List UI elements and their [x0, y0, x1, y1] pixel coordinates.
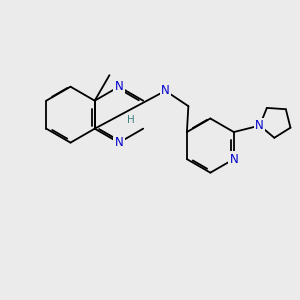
Text: N: N	[115, 80, 123, 93]
Text: N: N	[230, 153, 238, 166]
Text: H: H	[127, 116, 135, 125]
Text: N: N	[115, 136, 123, 149]
Text: N: N	[161, 84, 170, 97]
Text: N: N	[255, 119, 264, 132]
